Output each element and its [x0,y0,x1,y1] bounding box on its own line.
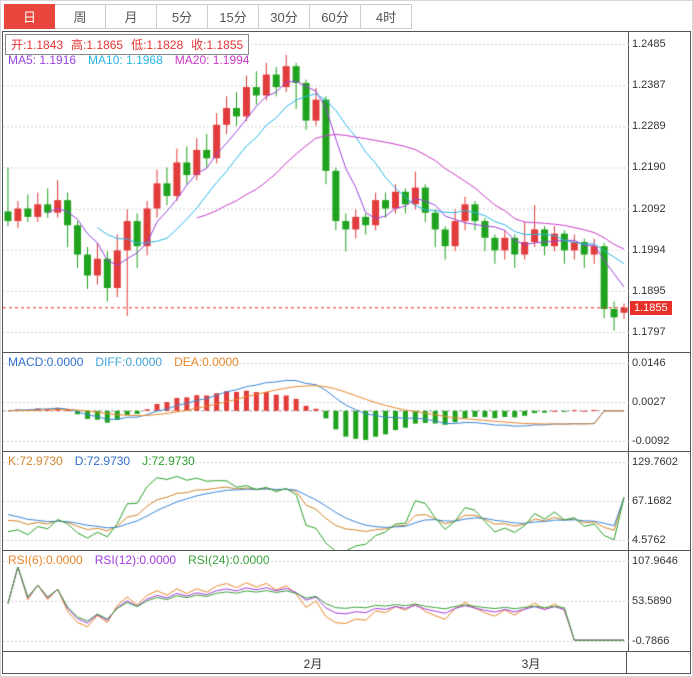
price-tick: 1.2485 [632,38,666,50]
ohlc-close: 收:1.1855 [191,38,244,52]
ohlc-readout: 开:1.1843 高:1.1865 低:1.1828 收:1.1855 [5,34,250,55]
tab-60min[interactable]: 60分 [310,4,361,29]
kdj-tick: 67.1682 [632,495,672,507]
tab-weekly[interactable]: 周 [55,4,106,29]
k-value: K:72.9730 [8,454,63,468]
dea-value: DEA:0.0000 [174,355,239,369]
macd-canvas[interactable] [3,353,629,451]
kdj-canvas[interactable] [3,452,629,550]
rsi-tick: 53.5890 [632,595,672,607]
kdj-tick: 129.7602 [632,456,678,468]
xaxis-label-mar: 3月 [521,657,541,671]
candlestick-canvas[interactable] [3,32,629,352]
rsi6-value: RSI(6):0.0000 [8,553,83,567]
j-value: J:72.9730 [142,454,195,468]
kdj-plot: K:72.9730 D:72.9730 J:72.9730 [3,452,629,550]
price-tick: 1.2092 [632,203,666,215]
price-tick: 1.1994 [632,244,666,256]
rsi-readout: RSI(6):0.0000 RSI(12):0.0000 RSI(24):0.0… [8,553,270,567]
chart-area: 开:1.1843 高:1.1865 低:1.1828 收:1.1855 MA5:… [2,31,691,674]
macd-tick: 0.0027 [632,396,666,408]
ma5-value: MA5: 1.1916 [8,53,77,67]
tab-4hour[interactable]: 4时 [361,4,412,29]
tab-30min[interactable]: 30分 [259,4,310,29]
xaxis-plot: 2月 3月 [3,652,628,673]
rsi-canvas[interactable] [3,551,629,651]
tab-5min[interactable]: 5分 [157,4,208,29]
macd-value: MACD:0.0000 [8,355,84,369]
macd-readout: MACD:0.0000 DIFF:0.0000 DEA:0.0000 [8,355,239,369]
rsi24-value: RSI(24):0.0000 [188,553,270,567]
main-price-axis: 1.2485 1.2387 1.2289 1.2190 1.2092 1.199… [629,32,690,352]
ma-readout: MA5: 1.1916 MA10: 1.1968 MA20: 1.1994 [8,53,249,67]
rsi-tick: -0.7866 [632,635,670,647]
kdj-axis: 129.7602 67.1682 4.5762 [629,452,690,550]
main-plot: 开:1.1843 高:1.1865 低:1.1828 收:1.1855 MA5:… [3,32,629,352]
tab-15min[interactable]: 15分 [208,4,259,29]
d-value: D:72.9730 [74,454,131,468]
xaxis-label-feb: 2月 [303,657,323,671]
kdj-tick: 4.5762 [632,534,666,546]
kdj-panel: K:72.9730 D:72.9730 J:72.9730 129.7602 6… [3,451,690,550]
rsi-tick: 107.9646 [632,555,678,567]
price-tick: 1.2387 [632,79,666,91]
xaxis-corner [627,652,690,673]
macd-panel: MACD:0.0000 DIFF:0.0000 DEA:0.0000 0.014… [3,352,690,451]
last-price-badge: 1.1855 [630,301,672,315]
macd-tick: -0.0092 [632,435,670,447]
tab-daily[interactable]: 日 [4,4,55,29]
rsi-plot: RSI(6):0.0000 RSI(12):0.0000 RSI(24):0.0… [3,551,629,651]
rsi12-value: RSI(12):0.0000 [94,553,177,567]
timeframe-toolbar: 日 周 月 5分 15分 30分 60分 4时 [1,1,692,31]
price-tick: 1.1797 [632,326,666,338]
ohlc-open: 开:1.1843 [11,38,64,52]
main-panel: 开:1.1843 高:1.1865 低:1.1828 收:1.1855 MA5:… [3,32,690,352]
price-tick: 1.1895 [632,285,666,297]
price-tick: 1.2289 [632,120,666,132]
kdj-readout: K:72.9730 D:72.9730 J:72.9730 [8,454,195,468]
diff-value: DIFF:0.0000 [95,355,163,369]
ohlc-high: 高:1.1865 [71,38,124,52]
xaxis-row: 2月 3月 [3,651,690,673]
ohlc-low: 低:1.1828 [131,38,184,52]
ma20-value: MA20: 1.1994 [174,53,250,67]
macd-axis: 0.0146 0.0027 -0.0092 [629,353,690,451]
ma10-value: MA10: 1.1968 [88,53,163,67]
tab-monthly[interactable]: 月 [106,4,157,29]
price-tick: 1.2190 [632,161,666,173]
macd-plot: MACD:0.0000 DIFF:0.0000 DEA:0.0000 [3,353,629,451]
macd-tick: 0.0146 [632,357,666,369]
rsi-panel: RSI(6):0.0000 RSI(12):0.0000 RSI(24):0.0… [3,550,690,651]
rsi-axis: 107.9646 53.5890 -0.7866 [629,551,690,651]
